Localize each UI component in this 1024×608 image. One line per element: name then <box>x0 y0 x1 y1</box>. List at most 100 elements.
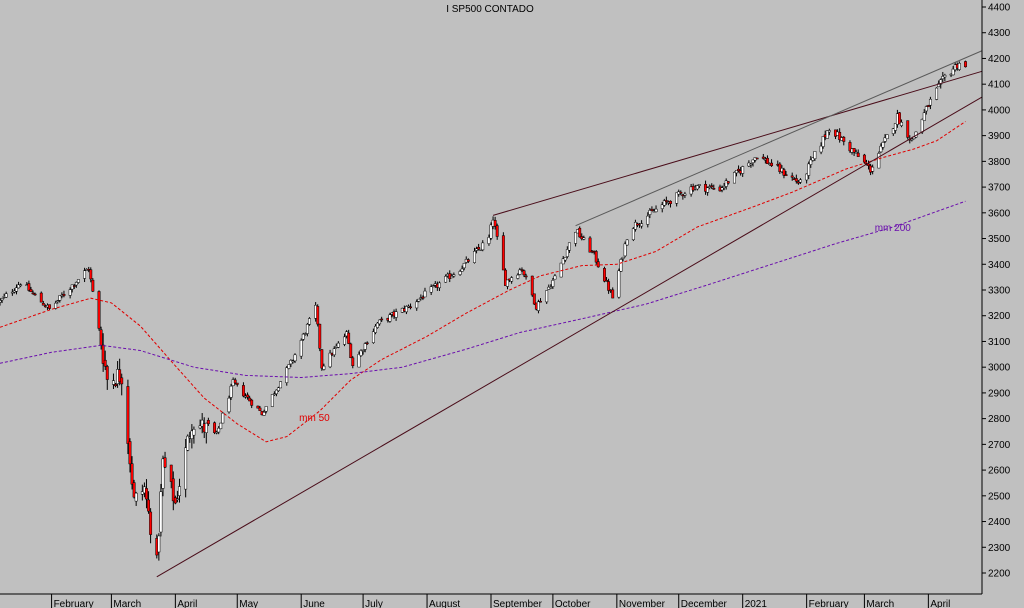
candle-down <box>256 405 260 409</box>
candle-up <box>70 284 74 290</box>
candle-up <box>264 406 268 412</box>
candle-up <box>56 300 60 302</box>
x-tick-label: December <box>681 599 728 608</box>
candle-up <box>473 251 476 263</box>
candle-down <box>503 269 507 286</box>
candle-down <box>99 329 103 346</box>
candle-down <box>149 511 153 535</box>
candle-down <box>206 420 210 425</box>
candle-down <box>611 289 615 299</box>
candle-down <box>213 422 217 433</box>
candle-down <box>72 285 76 287</box>
candle-up <box>186 435 190 451</box>
candle-up <box>910 138 914 141</box>
candle-up <box>807 163 811 176</box>
candle-up <box>272 393 276 396</box>
candle-down <box>62 294 66 296</box>
candle-down <box>147 499 150 512</box>
x-tick-label: July <box>365 599 383 608</box>
candle-up <box>749 163 753 166</box>
candle-down <box>89 269 93 280</box>
candle-down <box>171 478 175 502</box>
candle-up <box>332 348 336 356</box>
candle-down <box>316 306 320 325</box>
candle-up <box>648 210 652 215</box>
candle-up <box>553 275 557 280</box>
candle-down <box>790 175 794 178</box>
candle-up <box>0 300 2 303</box>
candle-up <box>935 87 939 100</box>
trendline-support <box>156 96 983 578</box>
candle-up <box>357 354 361 368</box>
candle-up <box>506 279 509 287</box>
candle-up <box>675 192 679 204</box>
candle-down <box>493 220 497 227</box>
candle-up <box>184 447 188 490</box>
x-tick-label: March <box>866 599 894 608</box>
moving-average-line <box>0 121 966 443</box>
candle-down <box>838 131 842 140</box>
candle-down <box>145 488 148 500</box>
chart-overlays: mm 50 mm 200 <box>0 50 983 578</box>
y-tick-label: 3200 <box>988 311 1011 322</box>
candle-down <box>39 292 43 303</box>
candle-down <box>784 174 788 176</box>
candle-up <box>308 318 311 325</box>
candle-down <box>906 120 910 138</box>
candle-down <box>409 306 412 309</box>
candle-down <box>235 382 239 385</box>
candle-up <box>279 381 283 389</box>
candle-up <box>376 322 379 328</box>
candle-down <box>250 399 254 406</box>
candle-up <box>646 215 650 225</box>
candle-up <box>361 350 365 352</box>
candle-up <box>640 223 644 227</box>
candle-down <box>97 291 101 329</box>
candle-down <box>862 154 866 163</box>
candle-up <box>19 284 23 286</box>
candle-down <box>852 148 856 153</box>
candle-up <box>928 98 932 106</box>
y-tick-label: 4400 <box>988 3 1011 14</box>
candle-down <box>594 251 598 263</box>
candle-up <box>821 136 825 147</box>
candle-up <box>458 271 462 275</box>
candle-down <box>233 379 237 384</box>
candle-up <box>941 76 945 80</box>
candle-up <box>567 242 571 251</box>
candle-up <box>198 425 202 429</box>
y-tick-label: 2400 <box>988 517 1011 528</box>
candle-up <box>359 350 363 356</box>
candle-down <box>867 163 870 166</box>
candle-up <box>305 324 309 334</box>
candle-up <box>811 157 815 161</box>
x-tick-label: November <box>619 599 666 608</box>
candle-up <box>378 319 382 325</box>
candle-up <box>893 123 897 131</box>
candle-up <box>200 419 204 427</box>
candle-up <box>561 258 565 265</box>
candle-down <box>258 407 262 411</box>
candle-up <box>229 385 233 398</box>
annotation-label: mm 50 <box>299 413 330 424</box>
candle-up <box>751 159 755 163</box>
candle-down <box>520 269 524 271</box>
candle-up <box>277 387 280 391</box>
candle-up <box>633 222 637 230</box>
candle-up <box>68 289 72 296</box>
y-tick-label: 2300 <box>988 543 1011 554</box>
candle-up <box>879 145 883 153</box>
candle-up <box>112 380 115 385</box>
candle-up <box>0 298 4 301</box>
candle-up <box>301 333 305 340</box>
candle-up <box>343 336 346 345</box>
candle-down <box>532 293 536 305</box>
candle-up <box>660 204 664 209</box>
annotation-label: mm 200 <box>875 223 912 234</box>
candle-down <box>27 283 31 291</box>
candlestick-series <box>0 60 967 561</box>
y-tick-label: 4100 <box>988 80 1011 91</box>
candle-up <box>175 498 179 500</box>
candle-up <box>549 286 553 289</box>
